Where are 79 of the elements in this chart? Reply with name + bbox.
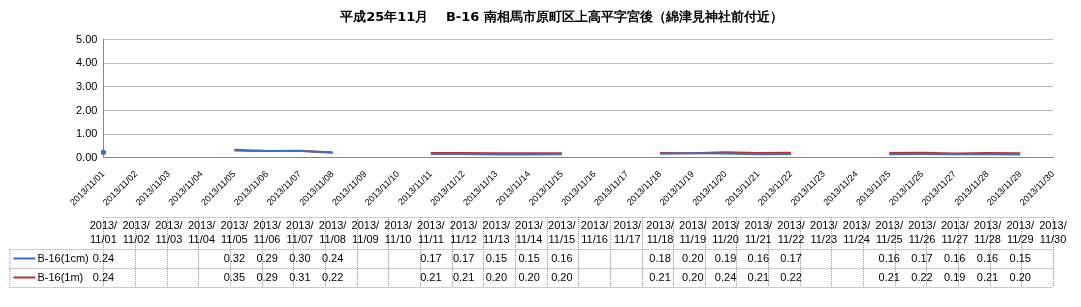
data-label: 0.17: [911, 251, 933, 264]
category-label: 2013/11/11: [417, 219, 445, 246]
data-label: 0.19: [714, 251, 737, 264]
category-label: 2013/11/25: [875, 219, 904, 246]
data-label: 0.15: [518, 251, 540, 264]
category-label: 2013/11/18: [646, 219, 674, 246]
category-label: 2013/11/01: [89, 219, 118, 246]
data-label: 0.24: [92, 270, 115, 283]
data-label: 0.16: [551, 251, 573, 264]
category-label: 2013/11/23: [810, 219, 838, 246]
category-label: 2013/11/16: [580, 219, 609, 246]
legend-label: B-16(1cm): [37, 251, 89, 264]
data-label: 0.20: [1009, 270, 1031, 283]
data-label: 0.20: [518, 270, 540, 283]
data-label: 0.21: [452, 270, 475, 283]
category-label: 2013/11/09: [351, 219, 380, 246]
category-label: 2013/11/13: [482, 219, 511, 246]
data-label: 0.21: [976, 270, 999, 283]
category-label: 2013/11/15: [548, 219, 576, 246]
category-label: 2013/11/24: [842, 219, 871, 246]
y-tick-label: 5.00: [75, 32, 98, 45]
data-label: 0.17: [780, 251, 802, 264]
data-label: 0.35: [223, 270, 246, 283]
data-label: 0.22: [321, 270, 344, 283]
data-label: 0.15: [1009, 251, 1031, 264]
data-label: 0.21: [878, 270, 900, 283]
data-label: 0.20: [682, 251, 704, 264]
y-tick-label: 4.00: [75, 56, 98, 69]
data-label: 0.16: [878, 251, 900, 264]
data-label: 0.29: [256, 251, 278, 264]
category-label: 2013/11/29: [1006, 219, 1035, 246]
category-label: 2013/11/10: [384, 219, 412, 246]
category-label: 2013/11/12: [449, 219, 478, 246]
category-label: 2013/11/30: [1039, 219, 1067, 246]
data-label: 0.29: [256, 270, 278, 283]
category-label: 2013/11/04: [187, 219, 216, 246]
data-label: 0.21: [420, 270, 442, 283]
category-label: 2013/11/26: [908, 219, 936, 246]
category-label: 2013/11/14: [515, 219, 543, 246]
chart-title: 平成25年11月 B-16 南相馬市原町区上高平字宮後（綿津見神社前付近）: [339, 9, 783, 25]
data-label: 0.24: [92, 251, 115, 264]
category-label: 2013/11/08: [318, 219, 347, 246]
category-label: 2013/11/06: [253, 219, 281, 246]
category-label: 2013/11/02: [122, 219, 150, 246]
y-tick-label: 1.00: [75, 127, 98, 140]
data-label: 0.19: [944, 270, 966, 283]
data-label: 0.18: [649, 251, 671, 264]
data-label: 0.16: [747, 251, 770, 264]
data-label: 0.17: [420, 251, 442, 264]
data-label: 0.24: [714, 270, 737, 283]
data-label: 0.32: [223, 251, 246, 264]
y-tick-label: 3.00: [75, 79, 98, 92]
category-label: 2013/11/05: [220, 219, 249, 246]
data-label: 0.21: [649, 270, 671, 283]
category-label: 2013/11/20: [711, 219, 740, 246]
data-label: 0.22: [911, 270, 933, 283]
data-label: 0.21: [747, 270, 770, 283]
category-label: 2013/11/28: [973, 219, 1002, 246]
data-label: 0.16: [976, 251, 999, 264]
category-label: 2013/11/27: [941, 219, 969, 246]
y-tick-label: 0.00: [75, 151, 98, 164]
category-label: 2013/11/21: [744, 219, 773, 246]
category-label: 2013/11/22: [777, 219, 805, 246]
data-label: 0.20: [485, 270, 508, 283]
data-label: 0.31: [289, 270, 311, 283]
data-label: 0.22: [780, 270, 802, 283]
category-label: 2013/11/19: [679, 219, 707, 246]
data-label: 0.20: [551, 270, 573, 283]
category-label: 2013/11/03: [155, 219, 183, 246]
legend-label: B-16(1m): [37, 270, 84, 283]
data-label: 0.15: [485, 251, 508, 264]
category-label: 2013/11/07: [286, 219, 314, 246]
data-label: 0.17: [452, 251, 475, 264]
data-label: 0.20: [682, 270, 704, 283]
data-label: 0.30: [289, 251, 311, 264]
category-label: 2013/11/17: [613, 219, 642, 246]
data-label: 0.24: [321, 251, 344, 264]
data-label: 0.16: [944, 251, 966, 264]
y-tick-label: 2.00: [75, 103, 98, 116]
